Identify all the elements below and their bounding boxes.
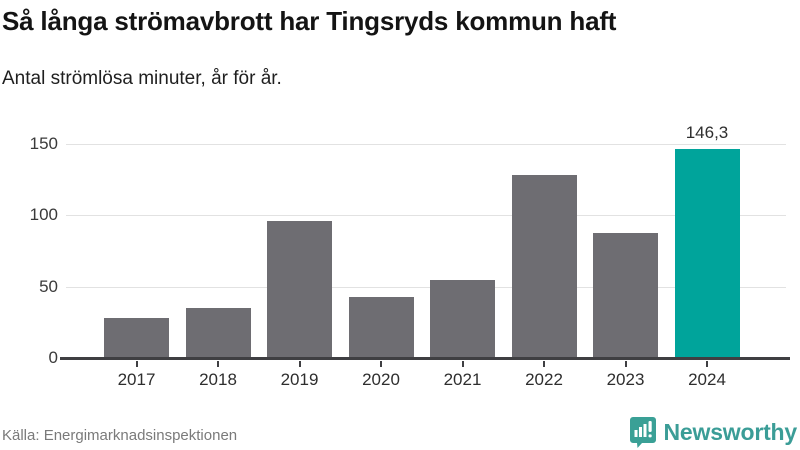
bar-2023: [593, 232, 658, 358]
x-axis-tick-mark: [461, 361, 464, 367]
newsworthy-logo-text: Newsworthy: [663, 418, 798, 445]
x-axis-tick-label: 2018: [199, 370, 237, 389]
bar-2017: [104, 318, 169, 358]
gridline: [66, 144, 786, 145]
x-axis-tick-mark: [217, 361, 219, 367]
x-axis-tick-label: 2024: [688, 370, 726, 389]
source-text: Källa: Energimarknadsinspektionen: [2, 427, 238, 444]
x-axis-tick-mark: [380, 361, 382, 367]
x-axis-tick-label: 2020: [362, 370, 400, 389]
bar-chart: 0 50 100 150 2017 2018 2019 2020 2021 2022 2023 202…: [0, 110, 800, 400]
y-axis-tick-label: 0: [48, 348, 58, 367]
gridline: [66, 286, 786, 288]
x-axis-tick-label: 2023: [606, 370, 645, 389]
chart-subtitle: Antal strömlösa minuter, år för år.: [2, 68, 282, 89]
x-axis-tick-label: 2022: [525, 370, 563, 389]
bar-2019: [267, 221, 332, 358]
bar-2022: [511, 175, 577, 358]
x-axis-tick-mark: [298, 361, 301, 367]
bar-2018: [185, 308, 251, 358]
chart-title: Så långa strömavbrott har Tingsryds komm…: [2, 6, 617, 36]
x-axis-tick-label: 2019: [280, 370, 319, 389]
x-axis-tick-mark: [543, 361, 545, 367]
gridline: [66, 215, 786, 217]
bar-2020: [348, 296, 414, 358]
x-axis-tick-label: 2017: [117, 370, 156, 389]
x-axis-line: [60, 357, 790, 360]
y-axis-tick-label: 50: [39, 276, 58, 296]
bar-2024: [674, 149, 740, 358]
x-axis-tick-mark: [706, 361, 708, 367]
newsworthy-logo: Newsworthy: [629, 415, 797, 449]
logo-bubble-shape: [629, 417, 656, 448]
bar-2021: [430, 279, 495, 358]
y-axis-tick-label: 150: [29, 134, 58, 153]
x-axis-tick-mark: [624, 361, 627, 367]
x-axis-tick-mark: [135, 361, 138, 367]
y-axis-tick-label: 100: [29, 205, 58, 225]
bar-value-label: 146,3: [685, 123, 729, 143]
newsworthy-bubble-chart-icon: [629, 416, 657, 448]
x-axis-tick-label: 2021: [443, 370, 482, 389]
